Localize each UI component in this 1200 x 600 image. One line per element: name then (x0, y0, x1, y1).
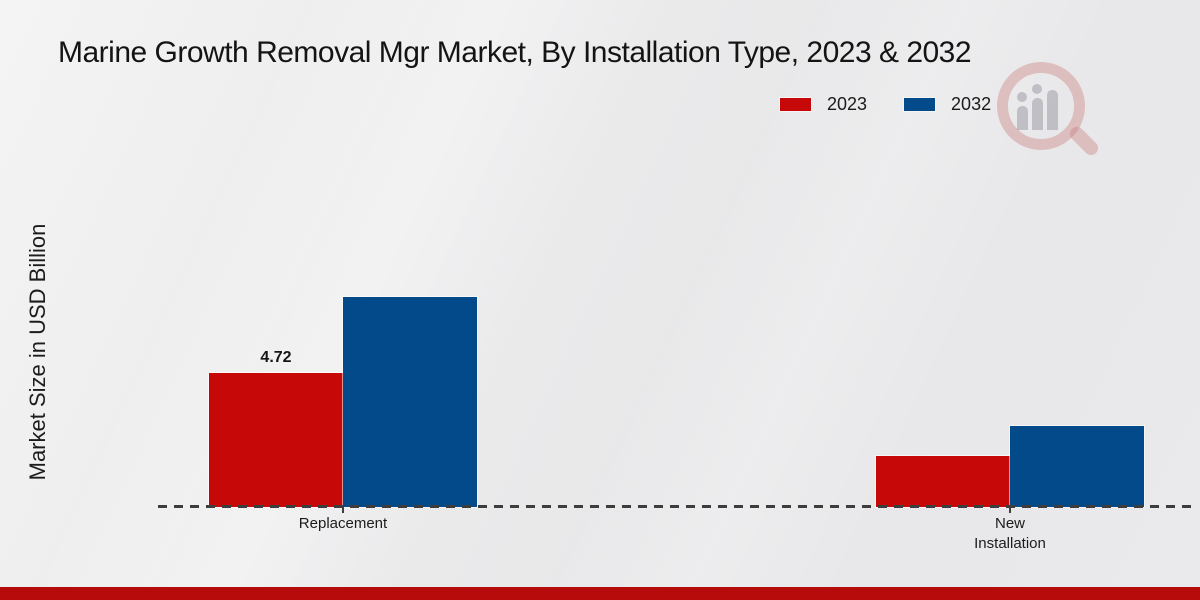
logo-bar-icon (1032, 98, 1043, 130)
legend-item-2032: 2032 (903, 94, 991, 115)
logo-dot-icon (1017, 92, 1027, 102)
bar-new-installation-2023 (875, 455, 1011, 508)
legend-item-2023: 2023 (779, 94, 867, 115)
bar-replacement-2032 (342, 296, 478, 508)
x-axis-tick (1009, 507, 1011, 513)
x-axis-baseline (158, 505, 1197, 508)
bottom-accent-strip (0, 587, 1200, 600)
x-axis-tick (342, 507, 344, 513)
logo-bar-icon (1017, 106, 1028, 130)
category-label-new-installation: New Installation (974, 515, 1046, 552)
bar-replacement-2023 (208, 372, 344, 508)
bar-value-label: 4.72 (260, 349, 292, 366)
logo-bar-icon (1047, 90, 1058, 130)
bar-new-installation-2032 (1009, 425, 1145, 508)
legend-label-2032: 2032 (951, 94, 992, 114)
category-label-replacement: Replacement (298, 515, 388, 532)
legend-swatch-2023 (779, 97, 812, 112)
chart-title: Marine Growth Removal Mgr Market, By Ins… (58, 36, 972, 69)
y-axis-label: Market Size in USD Billion (25, 223, 50, 481)
legend-swatch-2032 (903, 97, 937, 112)
watermark-logo (997, 58, 1117, 178)
legend-label-2023: 2023 (827, 94, 868, 114)
chart-legend: 2023 2032 (779, 94, 991, 115)
logo-dot-icon (1032, 84, 1042, 94)
magnifier-ring-icon (997, 62, 1085, 150)
